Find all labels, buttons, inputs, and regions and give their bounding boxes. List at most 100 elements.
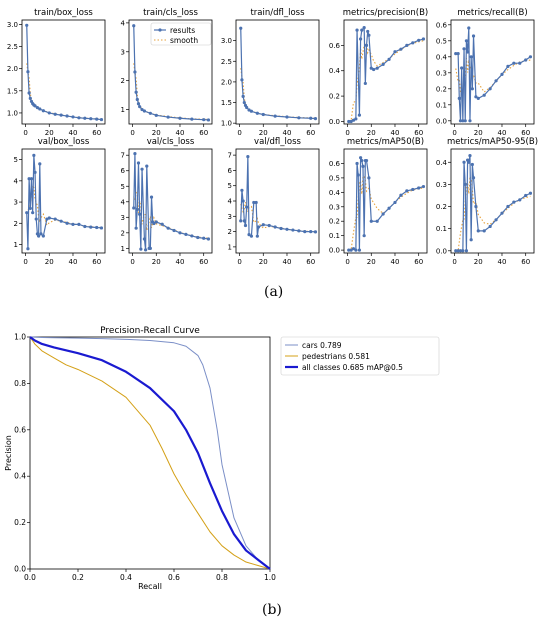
y-tick-label: 0.1 [436,225,447,233]
results-point [405,43,409,47]
results-point [89,117,93,121]
y-tick-label: 0.6 [436,21,448,29]
x-tick-label: 20 [367,129,376,137]
results-point [467,160,471,164]
y-tick-label: 1 [14,241,18,249]
training-panel: metrics/recall(B) 0 20 40 60 0.0 0.1 0.2 0.3 0.4 0… [436,8,535,137]
y-tick-label: 1.0 [7,109,18,117]
results-point [488,224,492,229]
results-point [240,188,244,192]
results-point [313,117,318,121]
results-point [255,234,259,238]
results-point [89,225,93,229]
results-point [133,70,137,74]
results-point [367,176,371,180]
y-tick-label: 0.6 [329,42,341,50]
x-tick-label: 0 [237,258,241,266]
results-point [476,229,480,233]
results-point [255,111,259,115]
y-tick-label: 0.1 [436,101,447,109]
results-point [34,217,38,221]
results-point [458,249,463,253]
y-tick-label: 7 [121,152,125,160]
y-tick-label: 4 [121,198,126,206]
results-point [417,186,421,190]
pr-x-tick-label: 0.6 [168,573,180,582]
results-point [362,234,366,238]
pr-title: Precision-Recall Curve [100,326,200,336]
results-point [144,248,148,252]
smooth-line [240,202,316,233]
results-point [309,229,313,234]
results-point [134,226,138,230]
y-tick-label: 0.3 [436,69,447,77]
results-point [354,117,358,121]
results-point [512,200,516,204]
y-tick-label: 0.1 [329,232,340,240]
results-point [518,61,522,65]
results-point [456,52,460,56]
results-point [77,116,81,120]
x-tick-label: 40 [498,129,507,137]
y-tick-label: 4 [228,198,233,206]
x-tick-label: 0 [23,258,27,266]
results-point [454,249,458,253]
pr-y-tick-label: 0.2 [14,518,26,527]
y-tick-label: 3.0 [7,21,18,29]
y-tick-label: 2 [121,77,125,85]
results-point [247,233,251,237]
results-point [482,93,486,97]
results-point [464,249,469,253]
results-point [461,119,465,123]
results-point [494,218,498,222]
results-point [178,116,182,120]
pr-legend-label: cars 0.789 [302,341,342,350]
results-point [454,52,458,56]
results-point [421,184,426,189]
x-tick-label: 0 [130,258,134,266]
results-point [247,108,251,112]
figure-b-label: (b) [262,602,282,618]
results-point [528,55,533,59]
x-tick-label: 40 [283,129,292,137]
results-point [249,234,254,238]
panel-title: metrics/precision(B) [343,8,428,18]
results-point [500,211,504,215]
pr-x-tick-label: 0.8 [216,573,228,582]
results-point [47,111,51,115]
results-point [470,87,474,91]
results-point [359,37,363,41]
results-point [363,81,367,86]
panel-frame [235,19,320,125]
results-point [154,220,158,224]
results-point [393,50,397,54]
results-point [26,70,30,74]
results-point [267,223,271,228]
panel-title: metrics/recall(B) [457,8,527,18]
results-point [313,230,318,234]
results-point [466,50,470,54]
results-point [145,164,149,168]
x-tick-label: 40 [69,258,78,266]
x-tick-label: 20 [474,258,483,266]
results-point [166,226,170,230]
x-tick-label: 20 [45,258,54,266]
x-tick-label: 20 [152,129,161,137]
results-point [357,248,362,252]
panel-title: val/dfl_loss [254,137,301,147]
results-point [140,107,144,112]
results-point [476,96,480,100]
x-tick-label: 40 [391,258,400,266]
results-point [297,229,301,233]
y-tick-label: 5 [14,156,18,164]
results-point [261,223,265,227]
results-point [71,115,75,119]
results-point [160,222,164,226]
results-point [172,228,176,233]
y-tick-label: 0.5 [329,174,340,182]
y-tick-label: 0.4 [329,67,341,75]
results-point [470,162,474,167]
results-point [458,119,463,123]
results-point [184,232,188,236]
